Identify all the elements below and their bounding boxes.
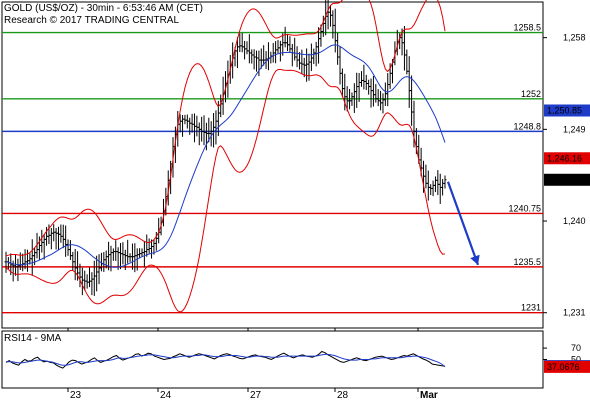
level-label: 1231 [521,303,541,313]
price-y-tick-label: 1,258 [563,33,586,43]
rsi-9ma-line [6,353,446,368]
price-y-tick-label: 1,240 [563,216,586,226]
rsi-y-tick-label: 50 [571,355,581,365]
x-axis-label: 23 [70,390,82,400]
level-label: 1252 [521,89,541,99]
price-marker-box [544,173,590,186]
rsi14-line [5,350,446,369]
x-axis-label: 28 [337,390,349,400]
level-label: 1235.5 [513,257,541,267]
price-y-tick-label: 1,249 [563,124,586,134]
price-marker-label: 1,250.85 [547,105,582,115]
forecast-arrow [446,181,480,266]
rsi-y-tick-label: 70 [571,343,581,353]
x-axis-label: Mar [420,390,438,400]
rsi-marker-box [544,360,590,373]
bollinger-upper-line [5,0,446,257]
moving-average-line [5,44,446,268]
price-panel: 1,258 1,249 1,240 1,231 1258.5 1252 1248.8 1240… [1,0,590,331]
level-label: 1240.75 [508,203,541,213]
price-marker-label: 1,246.16 [547,153,582,163]
rsi-marker-label: 37.0676 [547,362,580,372]
rsi-panel-frame [1,330,544,389]
price-panel-frame [1,1,544,329]
chart-subtitle: Research © 2017 TRADING CENTRAL [4,15,179,26]
chart-title: GOLD (US$/OZ) - 30min - 6:53:46 AM (CET) [4,3,203,14]
forecast-arrow-head [470,254,480,265]
price-marker-box [544,152,590,165]
level-label: 1248.8 [513,121,541,131]
bollinger-lower-line [5,68,446,313]
x-axis-label: 24 [160,390,172,400]
rsi-title: RSI14 - 9MA [4,333,62,344]
x-axis-label: 27 [250,390,262,400]
rsi-panel: 23242728Mar705038.422437.0676 [1,330,590,400]
price-marker-label: 1,244.05 [547,175,582,185]
level-label: 1258.5 [513,23,541,33]
price-y-tick-label: 1,231 [563,308,586,318]
price-marker-box [544,104,590,117]
